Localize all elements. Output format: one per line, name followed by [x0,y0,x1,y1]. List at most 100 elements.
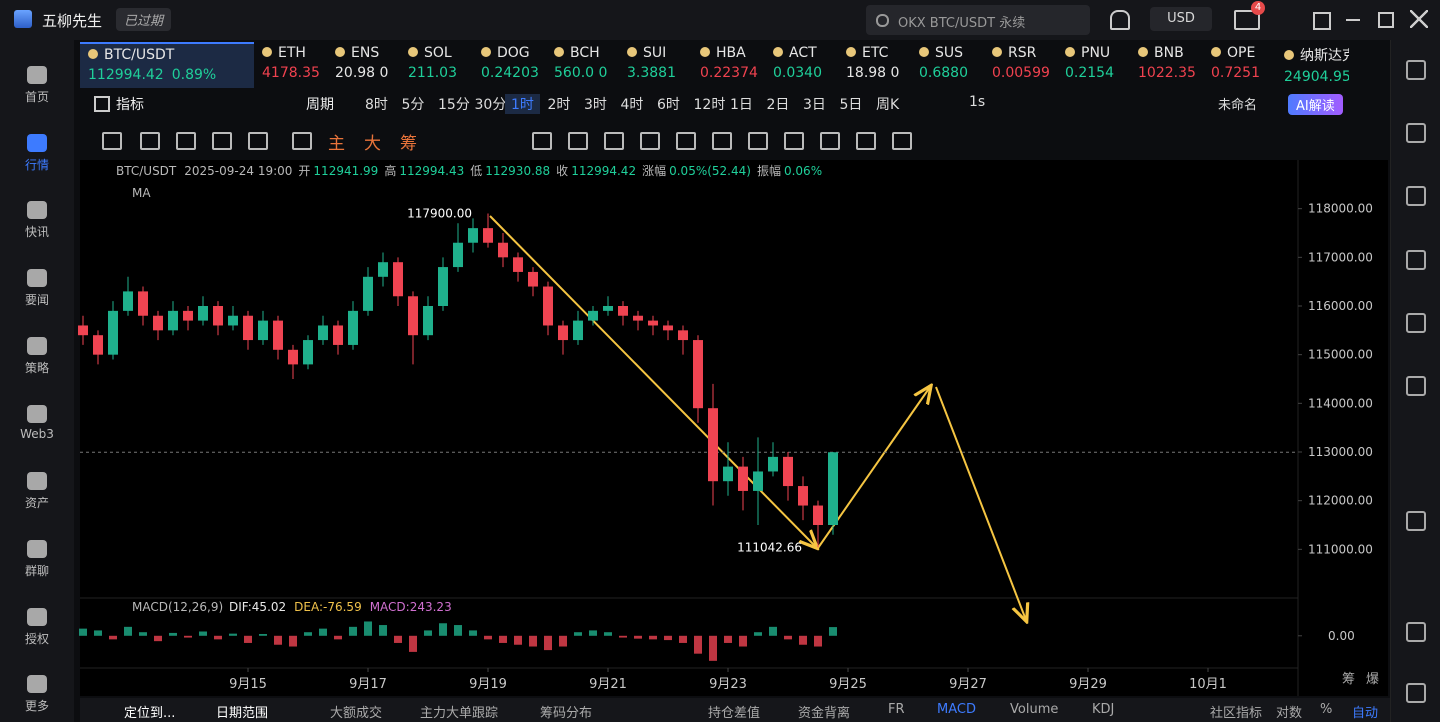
bottom-tab[interactable]: MACD [937,702,976,717]
tool-icon[interactable] [1406,60,1426,80]
bottom-tab[interactable]: FR [888,702,905,717]
draw-icon[interactable] [102,132,122,150]
draw-icon[interactable] [248,132,268,150]
bottom-tab[interactable]: KDJ [1092,702,1115,717]
tool-icon[interactable] [1406,123,1426,143]
interval-button[interactable]: 2时 [547,97,571,113]
axis-option[interactable]: 自动 [1352,706,1379,721]
nav-item[interactable]: 资产 [0,472,74,511]
draw-icon[interactable] [676,132,696,150]
interval-button[interactable]: 1日 [730,97,753,113]
interval-button[interactable]: 1时 [505,94,540,114]
draw-icon[interactable] [820,132,840,150]
draw-icon[interactable] [292,132,312,150]
tool-icon[interactable] [1406,313,1426,333]
bottom-tab[interactable]: 筹码分布 [540,706,593,721]
tool-text[interactable]: 大 [364,134,381,154]
ticker[interactable]: HBA 0.22374 [692,42,765,88]
draw-icon[interactable] [712,132,732,150]
ticker[interactable]: ETH 4178.35 [254,42,327,88]
ticker[interactable]: SUI 3.3881 [619,42,692,88]
draw-icon[interactable] [748,132,768,150]
draw-icon[interactable] [640,132,660,150]
ticker[interactable]: PNU 0.2154 [1057,42,1130,88]
axis-option[interactable]: % [1320,702,1333,717]
interval-button[interactable]: 12时 [693,97,726,113]
bottom-tab[interactable]: 定位到... [124,706,176,721]
draw-icon[interactable] [892,132,912,150]
draw-icon[interactable] [784,132,804,150]
tool-text[interactable]: 主 [328,134,345,154]
nav-item[interactable]: 首页 [0,66,74,105]
nav-item[interactable]: 群聊 [0,539,74,579]
draw-icon[interactable] [532,132,552,150]
window-icon[interactable] [1313,12,1331,30]
nav-item[interactable]: 要闻 [0,269,74,308]
nav-item[interactable]: Web3 [0,404,74,441]
draw-icon[interactable] [140,132,160,150]
tool-icon[interactable] [1406,250,1426,270]
interval-button[interactable]: 8时 [365,97,388,113]
ticker[interactable]: 纳斯达克 24904.95 [1276,42,1349,88]
ai-button[interactable]: AI解读 [1288,94,1343,115]
interval-button[interactable]: 3日 [803,97,826,113]
bottom-tab[interactable]: 大额成交 [330,706,383,721]
ticker[interactable]: ETC 18.98 0 [838,42,911,88]
interval-button[interactable]: 2日 [766,97,790,113]
tool-icon[interactable] [1406,186,1426,206]
ticker[interactable]: BTC/USDT 112994.42 0.89% [80,42,254,88]
bottom-tab[interactable]: 持仓差值 [708,706,761,721]
tool-icon[interactable] [1406,622,1426,642]
currency-select[interactable]: USD [1150,7,1212,31]
tool-text[interactable]: 筹 [400,134,417,154]
axis-option[interactable]: 对数 [1276,706,1303,721]
ticker[interactable]: RSR 0.00599 [984,42,1057,88]
bell-icon[interactable] [1110,10,1130,30]
ticker[interactable]: BNB 1022.35 [1130,42,1203,88]
draw-icon[interactable] [176,132,196,150]
candle-body [528,271,538,287]
draw-icon[interactable] [856,132,876,150]
interval-button[interactable]: 30分 [474,97,507,113]
bottom-tab[interactable]: 日期范围 [216,706,269,721]
interval-button[interactable]: 5日 [839,97,863,113]
bottom-tab[interactable]: 资金背离 [798,706,851,721]
interval-button[interactable]: 6时 [657,97,680,113]
interval-button[interactable]: 4时 [620,97,644,113]
tool-icon[interactable] [1406,511,1426,531]
draw-icon[interactable] [604,132,624,150]
ticker[interactable]: ACT 0.0340 [765,42,838,88]
interval-button[interactable]: 3时 [584,97,607,113]
period-button[interactable]: 周期 [306,97,334,113]
nav-item[interactable]: 快讯 [0,201,74,240]
nav-item[interactable]: 授权 [0,607,74,647]
ticker[interactable]: BCH 560.0 0 [546,42,619,88]
replay-button[interactable]: 1s [969,94,986,110]
ticker[interactable]: SUS 0.6880 [911,42,984,88]
bottom-tab[interactable]: Volume [1010,702,1059,717]
indicator-button[interactable]: 指标 [116,97,144,113]
draw-icon[interactable] [212,132,232,150]
interval-button[interactable]: 周K [876,97,900,113]
interval-button[interactable]: 5分 [401,97,425,113]
tool-icon[interactable] [1406,683,1426,703]
maximize[interactable] [1378,12,1394,28]
nav-item[interactable]: 行情 [0,133,74,173]
ticker[interactable]: DOG 0.24203 [473,42,546,88]
ticker[interactable]: SOL 211.03 [400,42,473,88]
minimize[interactable] [1346,19,1360,21]
nav-item[interactable]: 更多 [0,675,74,714]
bottom-tab[interactable]: 主力大单跟踪 [420,706,499,721]
ticker[interactable]: OPE 0.7251 [1203,42,1276,88]
search-box[interactable]: OKX BTC/USDT 永续 [866,5,1090,35]
close[interactable] [1410,10,1428,28]
bottom-tab[interactable]: 社区指标 [1210,706,1263,721]
mail-icon[interactable] [1234,10,1260,30]
icon[interactable] [94,96,110,112]
nav-item[interactable]: 策略 [0,336,74,376]
tool-icon[interactable] [1406,376,1426,396]
layout-select[interactable]: 未命名 [1218,98,1258,113]
ticker[interactable]: ENS 20.98 0 [327,42,400,88]
interval-button[interactable]: 15分 [438,97,470,113]
draw-icon[interactable] [568,132,588,150]
